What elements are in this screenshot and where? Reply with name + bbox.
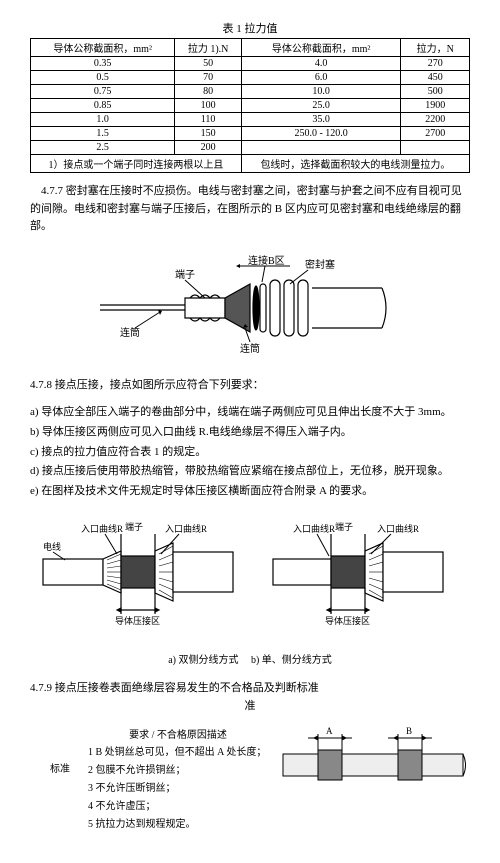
tension-table: 导体公称截面积，mm² 拉力 1).N 导体公称截面积，mm² 拉力，N 0.3…	[30, 38, 470, 173]
lbl-a: A	[326, 726, 333, 736]
para-478-lead: 4.7.8 接点压接，接点如图所示应符合下列要求：	[30, 377, 470, 395]
table-cell: 2.5	[31, 141, 175, 155]
table-cell: 4.0	[241, 57, 401, 71]
cap-a: a) 双侧分线方式	[168, 655, 238, 666]
criteria-block: 标准 要求 / 不合格原因描述 1 B 处铜丝总可见，但不超出 A 处长度； 2…	[50, 726, 470, 843]
table-row: 2.5200	[31, 141, 470, 155]
req-item: b) 导体压接区两侧应可见入口曲线 R.电线绝缘层不得压入端子内。	[30, 424, 470, 442]
lbl-crimp-zone: 导体压接区	[325, 615, 370, 626]
table-row: 1.5150250.0 - 120.02700	[31, 127, 470, 141]
criteria-figure: A B	[278, 726, 468, 799]
table-cell: 2700	[401, 127, 470, 141]
table-cell: 0.5	[31, 71, 175, 85]
table-cell: 0.35	[31, 57, 175, 71]
req-item: c) 接点的拉力值应符合表 1 的规定。	[30, 444, 470, 462]
title-479: 接点压接卷表面绝缘层容易发生的不合格品及判断标准	[55, 682, 319, 694]
table-cell: 450	[401, 71, 470, 85]
criteria-heading: 要求 / 不合格原因描述	[88, 726, 268, 741]
lbl-conn-a: 连筒	[120, 326, 140, 339]
para-477: 4.7.7 密封塞在压接时不应损伤。电线与密封塞之间，密封塞与护套之间不应有目视…	[30, 183, 470, 236]
lbl-wire: 电线	[43, 541, 61, 552]
col-h: 拉力，N	[401, 39, 470, 57]
table-row: 0.8510025.01900	[31, 99, 470, 113]
table-cell: 70	[175, 71, 242, 85]
criteria-list: 1 B 处铜丝总可见，但不超出 A 处长度； 2 包膜不允许损铜丝； 3 不允许…	[88, 745, 268, 833]
sec-num: 4.7.7	[41, 185, 63, 197]
criteria-item: 4 不允许虚压；	[88, 799, 268, 815]
table-cell	[401, 141, 470, 155]
criteria-item: 3 不允许压断铜丝；	[88, 781, 268, 797]
lbl-terminal: 端子	[175, 268, 195, 281]
table-cell: 10.0	[241, 85, 401, 99]
criteria-label: 标准	[50, 726, 78, 775]
fig2-caption: a) 双侧分线方式 b) 单、侧分线方式	[30, 651, 470, 666]
req-item: d) 接点压接后使用带胶热缩管，带胶热缩管应紧缩在接点部位上，无位移，脱开现象。	[30, 463, 470, 481]
req-list-478: a) 导体应全部压入端子的卷曲部分中，线端在端子两侧应可见且伸出长度不大于 3m…	[30, 404, 470, 500]
table-cell: 270	[401, 57, 470, 71]
table-cell: 1.5	[31, 127, 175, 141]
figure-seal-crimp: 端子 连接B区 密封塞 连筒 连筒	[30, 250, 470, 363]
para-479: 4.7.9 接点压接卷表面绝缘层容易发生的不合格品及判断标准 准	[30, 680, 470, 715]
lbl-conn-b: 连筒	[240, 342, 260, 355]
table-cell: 1900	[401, 99, 470, 113]
col-h: 导体公称截面积，mm²	[241, 39, 401, 57]
table-cell: 25.0	[241, 99, 401, 113]
lbl-curve-r: 入口曲线R	[81, 523, 123, 534]
table-cell: 150	[175, 127, 242, 141]
table-cell: 0.75	[31, 85, 175, 99]
lbl-zone-b: 连接B区	[248, 254, 285, 267]
table-row: 0.758010.0500	[31, 85, 470, 99]
para-text: 密封塞在压接时不应损伤。电线与密封塞之间，密封塞与护套之间不应有目视可见的间隙。…	[30, 185, 462, 232]
table-cell: 200	[175, 141, 242, 155]
lbl-seal: 密封塞	[305, 258, 335, 271]
req-item: a) 导体应全部压入端子的卷曲部分中，线端在端子两侧应可见且伸出长度不大于 3m…	[30, 404, 470, 422]
table-cell: 0.85	[31, 99, 175, 113]
lbl-b: B	[406, 726, 412, 736]
lead-text: 接点压接，接点如图所示应符合下列要求：	[55, 379, 264, 391]
figure-crimp-types: 电线 入口曲线R 端子 入口曲线R 导体压接区 入口曲线R 端子 入口曲线R 导…	[30, 514, 470, 666]
lbl-crimp-zone: 导体压接区	[115, 615, 160, 626]
table-cell: 80	[175, 85, 242, 99]
table-cell: 35.0	[241, 113, 401, 127]
lbl-curve-r: 入口曲线R	[377, 523, 419, 534]
table-cell: 6.0	[241, 71, 401, 85]
table-footnote: 1）接点或一个端子同时连接两根以上且包线时，选择截面积较大的电线测量拉力。	[31, 155, 470, 173]
table-cell: 2200	[401, 113, 470, 127]
table-cell	[241, 141, 401, 155]
table-cell: 100	[175, 99, 242, 113]
table-cell: 250.0 - 120.0	[241, 127, 401, 141]
lbl-curve-r: 入口曲线R	[293, 523, 335, 534]
lbl-curve-r: 入口曲线R	[165, 523, 207, 534]
criteria-item: 1 B 处铜丝总可见，但不超出 A 处长度；	[88, 745, 268, 761]
col-h: 导体公称截面积，mm²	[31, 39, 175, 57]
table-cell: 110	[175, 113, 242, 127]
sec-num: 4.7.9	[30, 682, 52, 694]
lbl-terminal: 端子	[125, 521, 143, 532]
criteria-item: 5 抗拉力达到规程规定。	[88, 817, 268, 833]
lbl-terminal: 端子	[335, 521, 353, 532]
table-cell: 50	[175, 57, 242, 71]
cap-b: b) 单、侧分线方式	[251, 655, 332, 666]
table-cell: 500	[401, 85, 470, 99]
table-row: 1.011035.02200	[31, 113, 470, 127]
table-row: 0.5706.0450	[31, 71, 470, 85]
table-row: 0.35504.0270	[31, 57, 470, 71]
criteria-item: 2 包膜不允许损铜丝；	[88, 763, 268, 779]
table-title: 表 1 拉力值	[30, 20, 470, 36]
req-item: e) 在图样及技术文件无规定时导体压接区横断面应符合附录 A 的要求。	[30, 483, 470, 501]
col-h: 拉力 1).N	[175, 39, 242, 57]
table-cell: 1.0	[31, 113, 175, 127]
sec-num: 4.7.8	[30, 379, 52, 391]
